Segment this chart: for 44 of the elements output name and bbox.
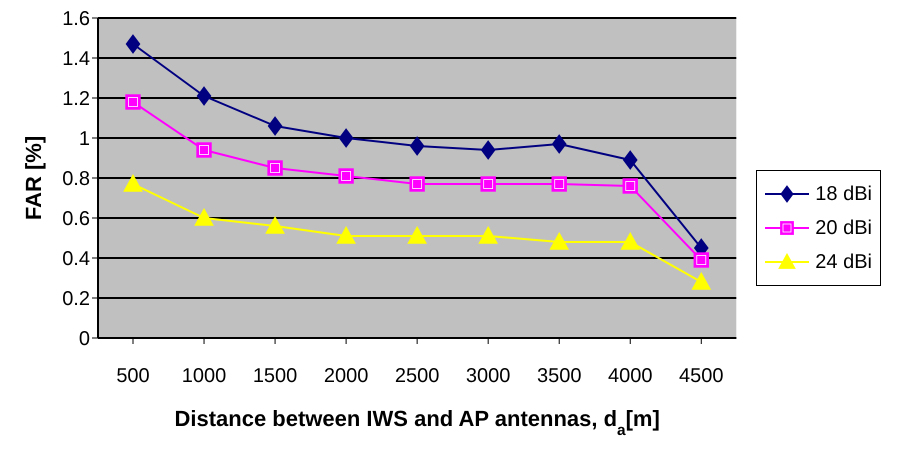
y-tick-label: 1 [78,128,90,150]
point [338,128,354,148]
x-tick-label: 1000 [182,365,226,388]
point [196,86,212,106]
point [410,136,424,156]
x-tick-label: 4500 [679,365,724,388]
y-tick-label: 0.6 [62,208,90,230]
point [266,216,285,234]
y-tick-label: 0.8 [62,168,90,190]
x-tick-label: 3000 [466,365,510,388]
point [126,34,140,54]
x-tick-label: 4000 [608,365,652,388]
point [408,226,427,244]
x-tick-label: 500 [116,365,150,388]
point [620,232,640,250]
point [194,208,214,226]
point [692,272,711,290]
legend-label: 18 dBi [815,182,872,206]
legend-label: 24 dBi [815,250,872,274]
point [478,226,498,244]
point [552,176,567,192]
y-axis-title: FAR [%] [20,136,46,220]
point [480,140,496,160]
y-tick-label: 0.4 [62,248,90,270]
point [480,176,496,192]
point [124,174,142,192]
y-tick-label: 1.4 [62,48,90,70]
point [552,134,566,154]
legend-label: 20 dBi [815,216,872,240]
x-axis-title: Distance between IWS and AP antennas, d$_{a}$[m] [174,406,660,438]
x-tick-label: 3500 [536,365,582,388]
y-tick-label: 1.6 [62,8,90,30]
x-tick-label: 2500 [394,365,440,388]
point [622,150,638,170]
point [336,226,356,244]
point [694,252,709,268]
y-tick-label: 0.2 [62,288,90,310]
y-tick-label: 1.2 [62,88,90,110]
point [268,116,282,136]
point [622,178,638,194]
x-tick-label: 1500 [252,365,298,388]
y-tick-label: 0 [78,328,90,350]
x-tick-label: 2000 [324,365,368,388]
point [550,232,569,250]
